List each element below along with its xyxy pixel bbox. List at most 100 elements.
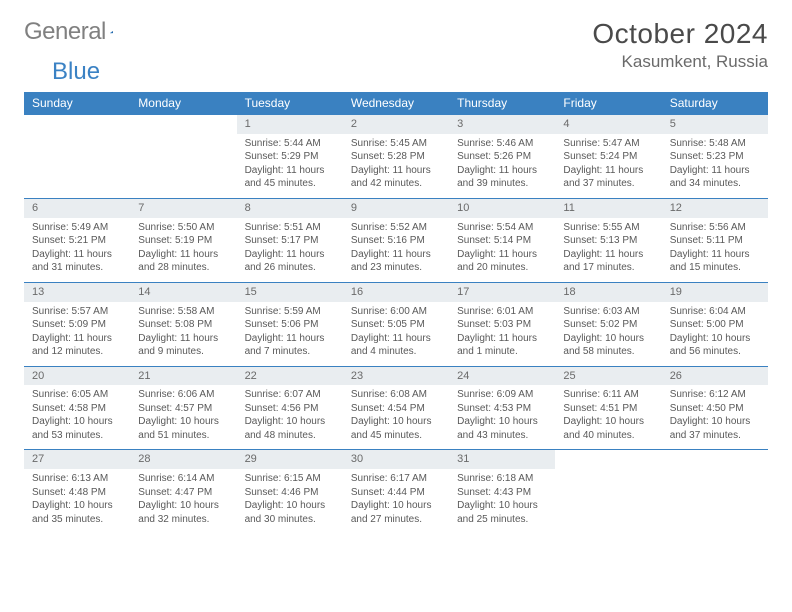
day-cell: 9Sunrise: 5:52 AMSunset: 5:16 PMDaylight…	[343, 198, 449, 282]
sunrise-line: Sunrise: 6:11 AM	[563, 388, 653, 402]
day-body: Sunrise: 5:44 AMSunset: 5:29 PMDaylight:…	[237, 134, 343, 198]
daylight-line: Daylight: 11 hours and 39 minutes.	[457, 164, 547, 191]
calendar-head: SundayMondayTuesdayWednesdayThursdayFrid…	[24, 92, 768, 115]
sunset-line: Sunset: 5:11 PM	[670, 234, 760, 248]
sunrise-line: Sunrise: 5:52 AM	[351, 221, 441, 235]
sunrise-line: Sunrise: 5:50 AM	[138, 221, 228, 235]
week-row: 13Sunrise: 5:57 AMSunset: 5:09 PMDayligh…	[24, 282, 768, 366]
weekday-wednesday: Wednesday	[343, 92, 449, 115]
day-cell: 12Sunrise: 5:56 AMSunset: 5:11 PMDayligh…	[662, 198, 768, 282]
sunrise-line: Sunrise: 6:00 AM	[351, 305, 441, 319]
day-cell: 5Sunrise: 5:48 AMSunset: 5:23 PMDaylight…	[662, 115, 768, 199]
daylight-line: Daylight: 11 hours and 1 minute.	[457, 332, 547, 359]
day-number: 29	[237, 450, 343, 469]
day-number: 7	[130, 199, 236, 218]
day-body: Sunrise: 5:50 AMSunset: 5:19 PMDaylight:…	[130, 218, 236, 282]
sunset-line: Sunset: 4:56 PM	[245, 402, 335, 416]
day-cell: 13Sunrise: 5:57 AMSunset: 5:09 PMDayligh…	[24, 282, 130, 366]
day-body: Sunrise: 6:11 AMSunset: 4:51 PMDaylight:…	[555, 385, 661, 449]
sunset-line: Sunset: 5:28 PM	[351, 150, 441, 164]
sunrise-line: Sunrise: 6:01 AM	[457, 305, 547, 319]
day-number: 30	[343, 450, 449, 469]
empty-cell: ..	[24, 115, 130, 199]
sunset-line: Sunset: 5:14 PM	[457, 234, 547, 248]
sunset-line: Sunset: 5:05 PM	[351, 318, 441, 332]
day-number: 12	[662, 199, 768, 218]
day-body: Sunrise: 5:55 AMSunset: 5:13 PMDaylight:…	[555, 218, 661, 282]
day-body: Sunrise: 5:49 AMSunset: 5:21 PMDaylight:…	[24, 218, 130, 282]
daylight-line: Daylight: 11 hours and 17 minutes.	[563, 248, 653, 275]
day-cell: 16Sunrise: 6:00 AMSunset: 5:05 PMDayligh…	[343, 282, 449, 366]
sunrise-line: Sunrise: 6:15 AM	[245, 472, 335, 486]
day-number: 21	[130, 367, 236, 386]
day-number: 11	[555, 199, 661, 218]
day-body: Sunrise: 6:08 AMSunset: 4:54 PMDaylight:…	[343, 385, 449, 449]
empty-cell: ..	[662, 450, 768, 533]
day-cell: 10Sunrise: 5:54 AMSunset: 5:14 PMDayligh…	[449, 198, 555, 282]
day-number: 1	[237, 115, 343, 134]
day-number: 20	[24, 367, 130, 386]
daylight-line: Daylight: 10 hours and 30 minutes.	[245, 499, 335, 526]
sunrise-line: Sunrise: 6:18 AM	[457, 472, 547, 486]
day-cell: 28Sunrise: 6:14 AMSunset: 4:47 PMDayligh…	[130, 450, 236, 533]
daylight-line: Daylight: 11 hours and 15 minutes.	[670, 248, 760, 275]
daylight-line: Daylight: 11 hours and 12 minutes.	[32, 332, 122, 359]
sunrise-line: Sunrise: 5:48 AM	[670, 137, 760, 151]
week-row: 20Sunrise: 6:05 AMSunset: 4:58 PMDayligh…	[24, 366, 768, 450]
day-number: 28	[130, 450, 236, 469]
day-number: 9	[343, 199, 449, 218]
daylight-line: Daylight: 11 hours and 42 minutes.	[351, 164, 441, 191]
day-cell: 26Sunrise: 6:12 AMSunset: 4:50 PMDayligh…	[662, 366, 768, 450]
day-body: Sunrise: 6:01 AMSunset: 5:03 PMDaylight:…	[449, 302, 555, 366]
daylight-line: Daylight: 10 hours and 53 minutes.	[32, 415, 122, 442]
day-cell: 19Sunrise: 6:04 AMSunset: 5:00 PMDayligh…	[662, 282, 768, 366]
daylight-line: Daylight: 11 hours and 7 minutes.	[245, 332, 335, 359]
weekday-sunday: Sunday	[24, 92, 130, 115]
sunset-line: Sunset: 5:00 PM	[670, 318, 760, 332]
day-cell: 3Sunrise: 5:46 AMSunset: 5:26 PMDaylight…	[449, 115, 555, 199]
day-number: 5	[662, 115, 768, 134]
daylight-line: Daylight: 11 hours and 37 minutes.	[563, 164, 653, 191]
day-number: 18	[555, 283, 661, 302]
daylight-line: Daylight: 10 hours and 35 minutes.	[32, 499, 122, 526]
day-body: Sunrise: 5:47 AMSunset: 5:24 PMDaylight:…	[555, 134, 661, 198]
day-number: 2	[343, 115, 449, 134]
sunset-line: Sunset: 5:09 PM	[32, 318, 122, 332]
location: Kasumkent, Russia	[592, 52, 768, 72]
sunrise-line: Sunrise: 5:46 AM	[457, 137, 547, 151]
day-cell: 14Sunrise: 5:58 AMSunset: 5:08 PMDayligh…	[130, 282, 236, 366]
day-number: 24	[449, 367, 555, 386]
weekday-row: SundayMondayTuesdayWednesdayThursdayFrid…	[24, 92, 768, 115]
day-body: Sunrise: 6:14 AMSunset: 4:47 PMDaylight:…	[130, 469, 236, 533]
day-cell: 31Sunrise: 6:18 AMSunset: 4:43 PMDayligh…	[449, 450, 555, 533]
day-number: 25	[555, 367, 661, 386]
sunset-line: Sunset: 4:46 PM	[245, 486, 335, 500]
day-cell: 22Sunrise: 6:07 AMSunset: 4:56 PMDayligh…	[237, 366, 343, 450]
day-cell: 8Sunrise: 5:51 AMSunset: 5:17 PMDaylight…	[237, 198, 343, 282]
day-body: Sunrise: 6:12 AMSunset: 4:50 PMDaylight:…	[662, 385, 768, 449]
sunrise-line: Sunrise: 6:03 AM	[563, 305, 653, 319]
sunset-line: Sunset: 5:23 PM	[670, 150, 760, 164]
day-number: 3	[449, 115, 555, 134]
day-body: Sunrise: 5:56 AMSunset: 5:11 PMDaylight:…	[662, 218, 768, 282]
sunset-line: Sunset: 5:19 PM	[138, 234, 228, 248]
day-number: 4	[555, 115, 661, 134]
day-cell: 27Sunrise: 6:13 AMSunset: 4:48 PMDayligh…	[24, 450, 130, 533]
weekday-friday: Friday	[555, 92, 661, 115]
sunset-line: Sunset: 4:51 PM	[563, 402, 653, 416]
week-row: 6Sunrise: 5:49 AMSunset: 5:21 PMDaylight…	[24, 198, 768, 282]
day-body: Sunrise: 5:52 AMSunset: 5:16 PMDaylight:…	[343, 218, 449, 282]
day-cell: 4Sunrise: 5:47 AMSunset: 5:24 PMDaylight…	[555, 115, 661, 199]
daylight-line: Daylight: 11 hours and 26 minutes.	[245, 248, 335, 275]
daylight-line: Daylight: 10 hours and 43 minutes.	[457, 415, 547, 442]
sunrise-line: Sunrise: 6:13 AM	[32, 472, 122, 486]
empty-cell: ..	[555, 450, 661, 533]
day-body: Sunrise: 6:05 AMSunset: 4:58 PMDaylight:…	[24, 385, 130, 449]
day-number: 26	[662, 367, 768, 386]
week-row: ....1Sunrise: 5:44 AMSunset: 5:29 PMDayl…	[24, 115, 768, 199]
sunrise-line: Sunrise: 5:47 AM	[563, 137, 653, 151]
day-body: Sunrise: 6:00 AMSunset: 5:05 PMDaylight:…	[343, 302, 449, 366]
daylight-line: Daylight: 10 hours and 51 minutes.	[138, 415, 228, 442]
calendar-body: .... 1Sunrise: 5:44 AMSunset: 5:29 PMDayl…	[24, 115, 768, 534]
sunrise-line: Sunrise: 6:06 AM	[138, 388, 228, 402]
